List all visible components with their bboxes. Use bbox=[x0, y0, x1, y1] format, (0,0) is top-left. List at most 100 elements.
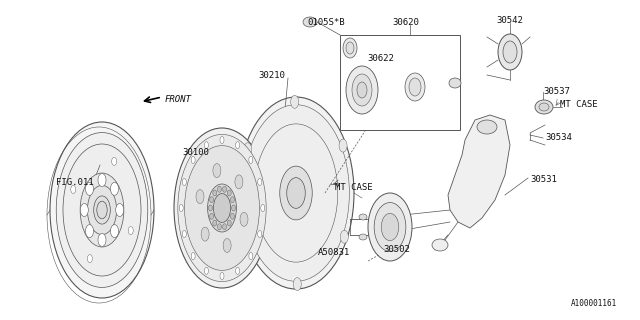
Ellipse shape bbox=[238, 97, 354, 289]
Ellipse shape bbox=[213, 194, 230, 222]
Ellipse shape bbox=[405, 73, 425, 101]
Ellipse shape bbox=[210, 197, 214, 203]
Ellipse shape bbox=[111, 182, 118, 195]
Bar bbox=[340, 35, 460, 130]
Text: 30542: 30542 bbox=[496, 16, 523, 25]
Ellipse shape bbox=[280, 166, 312, 220]
Text: 30622: 30622 bbox=[367, 54, 394, 63]
Text: FRONT: FRONT bbox=[165, 95, 192, 104]
Ellipse shape bbox=[293, 278, 301, 291]
Ellipse shape bbox=[236, 267, 239, 274]
Ellipse shape bbox=[210, 213, 214, 219]
Text: 30531: 30531 bbox=[530, 175, 557, 184]
Ellipse shape bbox=[291, 95, 299, 108]
Text: 30534: 30534 bbox=[545, 133, 572, 142]
Ellipse shape bbox=[184, 146, 259, 270]
Ellipse shape bbox=[223, 238, 231, 252]
Ellipse shape bbox=[368, 193, 412, 261]
Ellipse shape bbox=[207, 184, 236, 232]
Ellipse shape bbox=[213, 220, 217, 226]
Ellipse shape bbox=[178, 134, 266, 282]
Polygon shape bbox=[448, 115, 510, 228]
Ellipse shape bbox=[346, 42, 354, 54]
Ellipse shape bbox=[223, 186, 227, 192]
Ellipse shape bbox=[71, 185, 76, 193]
Ellipse shape bbox=[230, 213, 234, 219]
Ellipse shape bbox=[111, 225, 118, 238]
Ellipse shape bbox=[63, 144, 141, 276]
Ellipse shape bbox=[179, 204, 183, 212]
Ellipse shape bbox=[128, 227, 133, 235]
Ellipse shape bbox=[227, 220, 231, 226]
Ellipse shape bbox=[191, 156, 195, 164]
Ellipse shape bbox=[111, 157, 116, 165]
Ellipse shape bbox=[220, 137, 224, 143]
Ellipse shape bbox=[204, 142, 209, 149]
Ellipse shape bbox=[340, 230, 348, 243]
Text: 30100: 30100 bbox=[182, 148, 209, 157]
Ellipse shape bbox=[339, 139, 347, 152]
Ellipse shape bbox=[93, 196, 110, 224]
Ellipse shape bbox=[240, 212, 248, 226]
Ellipse shape bbox=[352, 74, 372, 106]
Ellipse shape bbox=[196, 190, 204, 204]
Ellipse shape bbox=[223, 224, 227, 230]
Ellipse shape bbox=[232, 205, 236, 211]
Ellipse shape bbox=[409, 78, 421, 96]
Ellipse shape bbox=[116, 204, 124, 217]
Ellipse shape bbox=[498, 34, 522, 70]
Ellipse shape bbox=[209, 205, 212, 211]
Ellipse shape bbox=[258, 230, 262, 237]
Ellipse shape bbox=[201, 227, 209, 241]
Ellipse shape bbox=[97, 201, 108, 219]
Ellipse shape bbox=[477, 120, 497, 134]
Text: MT CASE: MT CASE bbox=[335, 183, 372, 192]
Ellipse shape bbox=[449, 78, 461, 88]
Ellipse shape bbox=[218, 224, 221, 230]
Ellipse shape bbox=[287, 178, 305, 208]
Ellipse shape bbox=[374, 203, 406, 252]
Text: 30502: 30502 bbox=[383, 245, 410, 254]
Ellipse shape bbox=[303, 17, 317, 27]
Ellipse shape bbox=[81, 204, 88, 217]
Ellipse shape bbox=[235, 175, 243, 189]
Ellipse shape bbox=[213, 190, 217, 196]
Ellipse shape bbox=[88, 185, 116, 235]
Ellipse shape bbox=[359, 234, 367, 240]
Ellipse shape bbox=[204, 267, 209, 274]
Ellipse shape bbox=[535, 100, 553, 114]
Ellipse shape bbox=[174, 128, 270, 288]
Text: A100001161: A100001161 bbox=[571, 299, 617, 308]
Ellipse shape bbox=[236, 142, 239, 149]
Ellipse shape bbox=[343, 38, 357, 58]
Ellipse shape bbox=[359, 214, 367, 220]
Ellipse shape bbox=[80, 173, 124, 247]
Ellipse shape bbox=[230, 197, 234, 203]
Ellipse shape bbox=[227, 190, 231, 196]
Ellipse shape bbox=[503, 41, 517, 63]
Ellipse shape bbox=[182, 179, 186, 186]
Ellipse shape bbox=[432, 239, 448, 251]
Ellipse shape bbox=[258, 179, 262, 186]
Ellipse shape bbox=[191, 252, 195, 260]
Ellipse shape bbox=[56, 132, 148, 287]
Ellipse shape bbox=[50, 122, 154, 298]
Ellipse shape bbox=[346, 66, 378, 114]
Ellipse shape bbox=[98, 233, 106, 246]
Text: 0105S*B: 0105S*B bbox=[307, 18, 344, 27]
Ellipse shape bbox=[182, 230, 186, 237]
Ellipse shape bbox=[243, 105, 349, 281]
Ellipse shape bbox=[244, 143, 252, 156]
Ellipse shape bbox=[357, 82, 367, 98]
Ellipse shape bbox=[381, 213, 399, 241]
Ellipse shape bbox=[220, 273, 224, 279]
Ellipse shape bbox=[86, 225, 93, 238]
Text: A50831: A50831 bbox=[318, 248, 350, 257]
Ellipse shape bbox=[249, 156, 253, 164]
Ellipse shape bbox=[245, 234, 253, 247]
Ellipse shape bbox=[261, 204, 265, 212]
Text: 30537: 30537 bbox=[543, 87, 570, 96]
Text: FIG.011: FIG.011 bbox=[56, 178, 93, 187]
Text: 30620: 30620 bbox=[392, 18, 419, 27]
Ellipse shape bbox=[249, 252, 253, 260]
